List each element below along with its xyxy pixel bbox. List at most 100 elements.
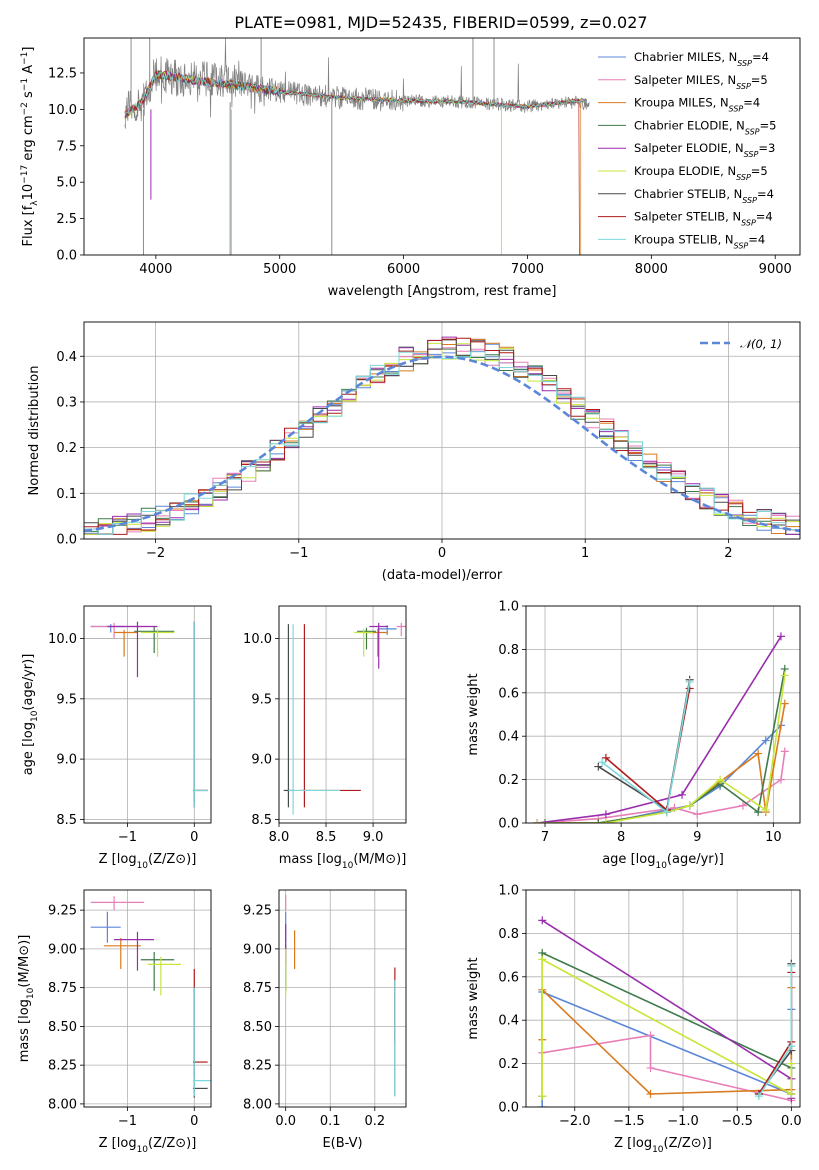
chart-spectrum: 4000 5000 6000 7000 8000 9000 0.0 2.5 5.0 7.5 10.0… xyxy=(20,37,801,299)
weight-marker xyxy=(716,775,725,784)
y-tick-label: 5.0 xyxy=(56,176,77,191)
legend-entry-name: Salpeter ELODIE, N xyxy=(634,141,744,155)
y-tick-label: 0.2 xyxy=(498,1057,519,1072)
y-tick-label: 8.75 xyxy=(243,981,272,996)
y-tick-label: 0.1 xyxy=(56,487,77,502)
legend-entry-name: Kroupa STELIB, N xyxy=(634,232,734,246)
axes-frame xyxy=(525,889,801,1108)
y-tick-label: 0.2 xyxy=(56,441,77,456)
weight-marker xyxy=(776,632,785,641)
x-axis-label: E(B-V) xyxy=(322,1136,362,1151)
legend-entry: Kroupa STELIB, NSSP=4 xyxy=(634,232,765,250)
y-axis-label: Normed distribution xyxy=(27,366,42,496)
axes-frame xyxy=(83,321,801,540)
x-tick-label: 0 xyxy=(190,830,198,845)
y-axis-label-part: 10 xyxy=(30,710,40,722)
x-tick-label: 0.2 xyxy=(364,1114,385,1129)
y-axis-label-part: erg cm xyxy=(21,115,36,164)
legend-entry-name: Kroupa MILES, N xyxy=(634,96,729,110)
x-tick-label: −1 xyxy=(118,1114,137,1129)
y-tick-label: 0.6 xyxy=(498,686,519,701)
weight-marker xyxy=(538,1092,547,1101)
weight-marker xyxy=(754,749,763,758)
weight-line-salpeter-miles xyxy=(542,1034,792,1102)
weight-marker xyxy=(533,819,542,823)
plot-area-age_vs_weight xyxy=(533,632,789,823)
chart-age_vs_weight: 7 8 9 10 0.0 0.2 0.4 0.6 0.8 1.0 mass weight age [l… xyxy=(466,600,801,871)
x-tick-label: 9 xyxy=(693,830,701,845)
axes-frame xyxy=(83,605,212,824)
y-tick-label: 9.25 xyxy=(243,904,272,919)
x-tick-label: −1.0 xyxy=(667,1114,699,1129)
x-tick-label: 1 xyxy=(581,546,589,561)
weight-marker xyxy=(780,747,789,756)
weight-line-chabrier-miles xyxy=(537,724,782,823)
x-axis-label: (data-model)/error xyxy=(382,568,503,583)
legend-entry-value: =5 xyxy=(760,118,777,132)
plot-area-EBV_vs_mass xyxy=(285,894,396,1097)
x-axis-label-part: 10 xyxy=(342,861,354,871)
y-tick-label: 0.8 xyxy=(498,927,519,942)
y-tick-label: 12.5 xyxy=(48,66,77,81)
weight-marker xyxy=(685,801,694,810)
weight-marker xyxy=(646,1031,655,1040)
x-axis-label: Z [log10(Z/Z⊙)] xyxy=(99,852,197,871)
charts-root: 4000 5000 6000 7000 8000 90000.02.55.07.510.0… xyxy=(17,37,802,1155)
axes-frame xyxy=(278,605,407,824)
x-axis-label: Z [log10(Z/Z⊙)] xyxy=(99,1136,197,1155)
y-tick-label: 1.0 xyxy=(498,884,519,899)
y-tick-label: 10.0 xyxy=(48,103,77,118)
weight-line-kroupa-stelib xyxy=(758,966,793,1097)
x-axis-label: wavelength [Angstrom, rest frame] xyxy=(328,284,557,299)
legend-entry-name: Salpeter MILES, N xyxy=(634,73,736,87)
x-axis-label-part: mass [log xyxy=(279,852,342,867)
weight-marker xyxy=(538,916,547,925)
figure-title: PLATE=0981, MJD=52435, FIBERID=0599, z=0… xyxy=(234,13,647,32)
y-tick-label: 8.00 xyxy=(243,1097,272,1112)
legend-entry-value: =5 xyxy=(751,73,768,87)
legend-entry-sub: SSP xyxy=(741,218,756,227)
legend-entry-value: =4 xyxy=(748,232,765,246)
x-tick-label: 2 xyxy=(724,546,732,561)
y-tick-label: 9.0 xyxy=(56,753,77,768)
y-tick-label: 0.6 xyxy=(498,970,519,985)
x-tick-label: −0.5 xyxy=(721,1114,753,1129)
legend-entry: Kroupa ELODIE, NSSP=5 xyxy=(634,164,768,182)
x-tick-label: 5000 xyxy=(263,262,296,277)
x-tick-label: 8 xyxy=(617,830,625,845)
chart-Z_vs_mass: −1 08.008.258.508.759.009.25Z [log10(Z/Z⊙… xyxy=(17,889,212,1155)
y-tick-label: 9.00 xyxy=(243,942,272,957)
legend-entry-value: =4 xyxy=(752,50,769,64)
y-axis-label-part: −1 xyxy=(20,52,30,65)
x-axis-label-part: Z [log xyxy=(614,1136,652,1151)
y-tick-label: 0.3 xyxy=(56,395,77,410)
weight-marker xyxy=(693,810,702,819)
weight-line-kroupa-elodie xyxy=(541,958,793,1097)
legend-entry-sub: SSP xyxy=(734,241,749,250)
legend-entry: Chabrier STELIB, NSSP=4 xyxy=(634,187,774,205)
weight-marker xyxy=(601,810,610,819)
y-tick-label: 0.8 xyxy=(498,643,519,658)
y-axis-label-part: (age/yr)] xyxy=(21,654,36,711)
plot-area-Z_vs_weight xyxy=(538,916,796,1107)
weight-marker xyxy=(787,1059,796,1068)
x-tick-label: 0 xyxy=(190,1114,198,1129)
weight-marker xyxy=(678,790,687,799)
x-axis-label-part: Z [log xyxy=(99,852,137,867)
weight-marker xyxy=(761,736,770,745)
y-axis-label: age [log10(age/yr)] xyxy=(21,654,40,776)
legend-entry-value: =4 xyxy=(757,187,774,201)
x-tick-label: 8000 xyxy=(635,262,668,277)
x-axis-label-part: (Z/Z⊙)] xyxy=(664,1136,712,1151)
y-axis-label: mass weight xyxy=(466,957,481,1039)
weight-line-salpeter-elodie xyxy=(537,635,782,823)
gaussian-curve xyxy=(84,355,800,533)
y-tick-label: 9.5 xyxy=(56,692,77,707)
y-axis-label-part: −2 xyxy=(20,102,30,115)
y-axis-label: mass [log10(M/M⊙)] xyxy=(17,935,36,1063)
histogram-salpeter-stelib xyxy=(84,337,800,535)
weight-marker xyxy=(787,961,796,970)
histogram-kroupa-stelib xyxy=(84,351,800,535)
legend-entry-name: Kroupa ELODIE, N xyxy=(634,164,736,178)
